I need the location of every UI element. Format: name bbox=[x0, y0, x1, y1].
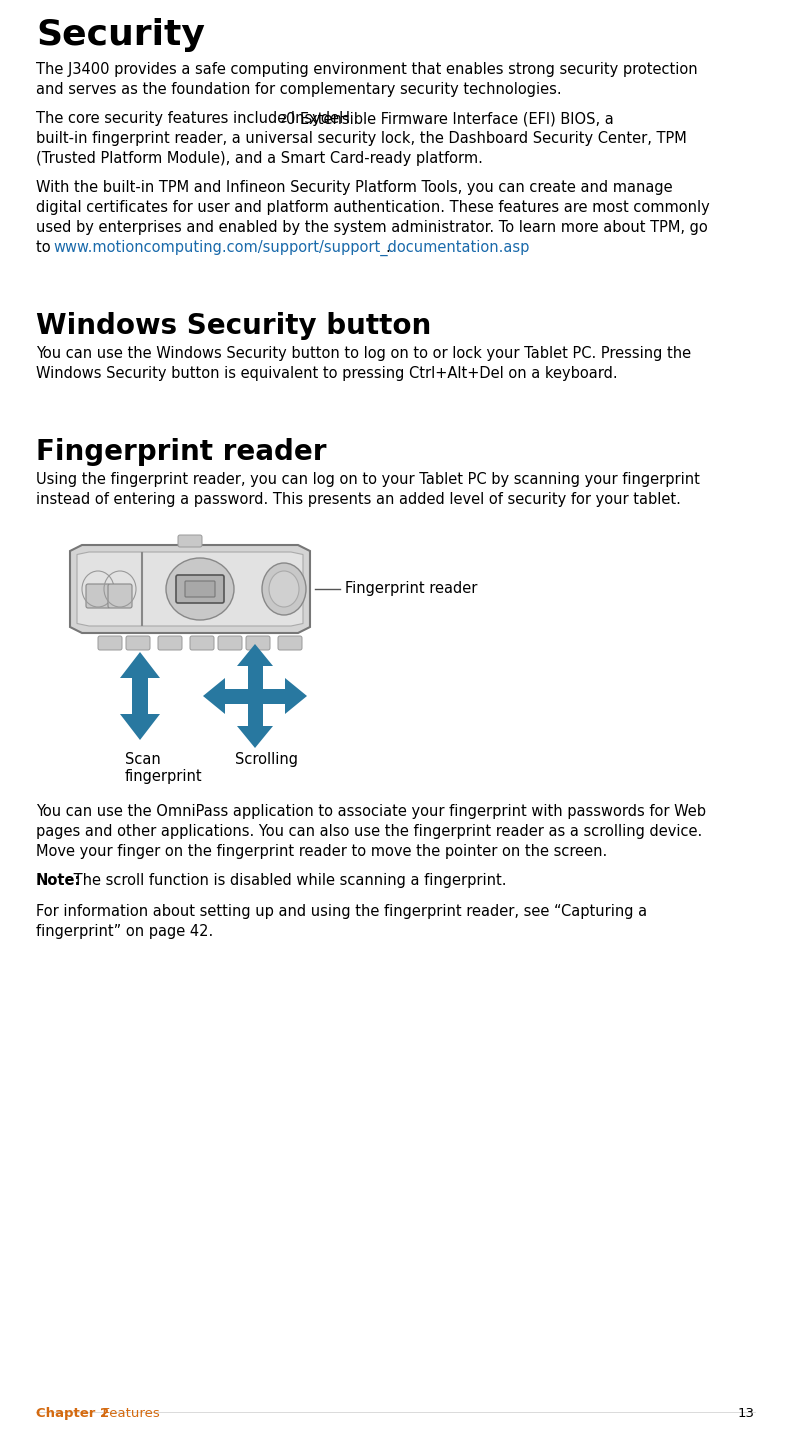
Text: Windows Security button: Windows Security button bbox=[36, 312, 431, 340]
Text: (Trusted Platform Module), and a Smart Card-ready platform.: (Trusted Platform Module), and a Smart C… bbox=[36, 152, 483, 166]
Text: instead of entering a password. This presents an added level of security for you: instead of entering a password. This pre… bbox=[36, 492, 681, 508]
FancyBboxPatch shape bbox=[185, 581, 215, 596]
Ellipse shape bbox=[166, 558, 234, 621]
Text: The J3400 provides a safe computing environment that enables strong security pro: The J3400 provides a safe computing envi… bbox=[36, 61, 697, 77]
Text: Features: Features bbox=[94, 1407, 160, 1420]
Text: The core security features include InsydeH: The core security features include Insyd… bbox=[36, 112, 350, 126]
Text: used by enterprises and enabled by the system administrator. To learn more about: used by enterprises and enabled by the s… bbox=[36, 220, 708, 235]
Text: built-in fingerprint reader, a universal security lock, the Dashboard Security C: built-in fingerprint reader, a universal… bbox=[36, 132, 687, 146]
Text: and serves as the foundation for complementary security technologies.: and serves as the foundation for complem… bbox=[36, 82, 562, 97]
FancyBboxPatch shape bbox=[108, 583, 132, 608]
Text: Scrolling: Scrolling bbox=[235, 752, 298, 766]
Text: fingerprint: fingerprint bbox=[125, 769, 202, 784]
Text: 0 Extensible Firmware Interface (EFI) BIOS, a: 0 Extensible Firmware Interface (EFI) BI… bbox=[286, 112, 614, 126]
Text: Security: Security bbox=[36, 19, 205, 51]
Text: Fingerprint reader: Fingerprint reader bbox=[36, 438, 327, 466]
FancyBboxPatch shape bbox=[98, 636, 122, 651]
Polygon shape bbox=[247, 666, 263, 688]
Ellipse shape bbox=[262, 563, 306, 615]
Polygon shape bbox=[70, 545, 310, 633]
Polygon shape bbox=[203, 678, 225, 714]
Text: 13: 13 bbox=[738, 1407, 755, 1420]
Text: digital certificates for user and platform authentication. These features are mo: digital certificates for user and platfo… bbox=[36, 200, 710, 214]
FancyBboxPatch shape bbox=[86, 583, 110, 608]
Polygon shape bbox=[132, 678, 148, 714]
FancyBboxPatch shape bbox=[178, 535, 202, 548]
Ellipse shape bbox=[269, 571, 299, 606]
Polygon shape bbox=[225, 688, 247, 704]
Text: Move your finger on the fingerprint reader to move the pointer on the screen.: Move your finger on the fingerprint read… bbox=[36, 844, 608, 859]
Text: Fingerprint reader: Fingerprint reader bbox=[345, 582, 478, 596]
Text: Using the fingerprint reader, you can log on to your Tablet PC by scanning your : Using the fingerprint reader, you can lo… bbox=[36, 472, 700, 488]
FancyBboxPatch shape bbox=[218, 636, 242, 651]
Text: You can use the OmniPass application to associate your fingerprint with password: You can use the OmniPass application to … bbox=[36, 804, 706, 819]
Text: www.motioncomputing.com/support/support_documentation.asp: www.motioncomputing.com/support/support_… bbox=[54, 240, 530, 256]
Text: With the built-in TPM and Infineon Security Platform Tools, you can create and m: With the built-in TPM and Infineon Secur… bbox=[36, 180, 673, 194]
Polygon shape bbox=[237, 726, 273, 748]
Text: The scroll function is disabled while scanning a fingerprint.: The scroll function is disabled while sc… bbox=[69, 872, 507, 888]
Polygon shape bbox=[247, 704, 263, 726]
Text: fingerprint” on page 42.: fingerprint” on page 42. bbox=[36, 924, 213, 940]
Polygon shape bbox=[77, 552, 303, 626]
Text: Note:: Note: bbox=[36, 872, 81, 888]
Text: You can use the Windows Security button to log on to or lock your Tablet PC. Pre: You can use the Windows Security button … bbox=[36, 346, 691, 360]
Polygon shape bbox=[263, 688, 285, 704]
FancyBboxPatch shape bbox=[176, 575, 224, 603]
FancyBboxPatch shape bbox=[158, 636, 182, 651]
Text: Windows Security button is equivalent to pressing Ctrl+Alt+Del on a keyboard.: Windows Security button is equivalent to… bbox=[36, 366, 618, 380]
Text: to: to bbox=[36, 240, 55, 255]
Text: For information about setting up and using the fingerprint reader, see “Capturin: For information about setting up and usi… bbox=[36, 904, 647, 919]
Text: .: . bbox=[385, 240, 390, 255]
FancyBboxPatch shape bbox=[126, 636, 150, 651]
Polygon shape bbox=[247, 688, 263, 704]
FancyBboxPatch shape bbox=[190, 636, 214, 651]
FancyBboxPatch shape bbox=[246, 636, 270, 651]
Text: 2: 2 bbox=[280, 114, 287, 124]
Text: Chapter 2: Chapter 2 bbox=[36, 1407, 109, 1420]
Text: Scan: Scan bbox=[125, 752, 161, 766]
Polygon shape bbox=[285, 678, 307, 714]
Polygon shape bbox=[120, 714, 160, 739]
FancyBboxPatch shape bbox=[278, 636, 302, 651]
Text: pages and other applications. You can also use the fingerprint reader as a scrol: pages and other applications. You can al… bbox=[36, 824, 702, 839]
Polygon shape bbox=[120, 652, 160, 678]
Polygon shape bbox=[237, 644, 273, 666]
